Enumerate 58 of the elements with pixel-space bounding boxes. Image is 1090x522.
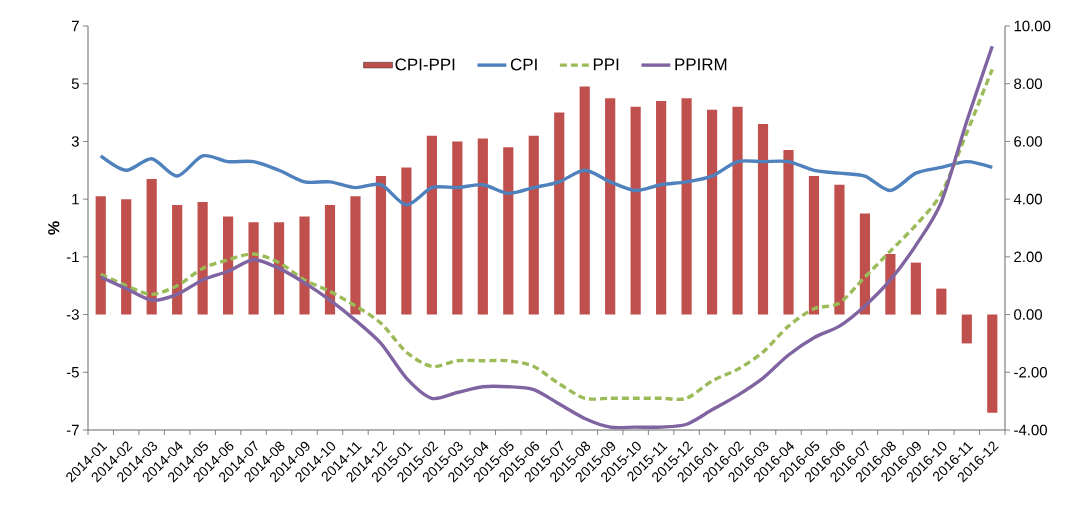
bar bbox=[477, 138, 488, 315]
bar bbox=[121, 199, 132, 315]
bar bbox=[987, 314, 998, 413]
y-tick-label: -7 bbox=[66, 424, 79, 436]
bar bbox=[197, 202, 208, 315]
bar bbox=[783, 150, 794, 315]
y-tick-label: -3 bbox=[66, 309, 79, 320]
y2-tick-label: 0.00 bbox=[1014, 309, 1042, 320]
bar bbox=[910, 262, 921, 315]
bar bbox=[273, 222, 285, 315]
bar bbox=[885, 253, 896, 315]
bar bbox=[706, 109, 718, 315]
bar bbox=[452, 141, 463, 315]
y2-tick-label: 2.00 bbox=[1014, 251, 1042, 263]
y2-tick-label: 10.00 bbox=[1014, 20, 1051, 32]
y-tick-label: 3 bbox=[71, 136, 79, 147]
bar bbox=[936, 288, 947, 315]
bar bbox=[681, 98, 692, 315]
line-series bbox=[99, 154, 994, 207]
y-tick-label: 5 bbox=[71, 78, 79, 89]
y2-tick-label: -2.00 bbox=[1014, 366, 1047, 378]
bar bbox=[248, 222, 259, 315]
y-axis-title: % bbox=[48, 221, 60, 235]
bar bbox=[503, 147, 514, 315]
bar bbox=[375, 176, 387, 315]
bar bbox=[528, 135, 539, 315]
bar bbox=[656, 101, 667, 315]
y-tick-label: 7 bbox=[71, 20, 79, 32]
bar bbox=[961, 314, 972, 344]
bar bbox=[324, 204, 336, 315]
legend-label: PPI bbox=[593, 58, 619, 71]
y2-tick-label: 8.00 bbox=[1014, 78, 1042, 89]
legend-label: CPI-PPI bbox=[395, 58, 455, 71]
bar bbox=[401, 167, 412, 315]
bar bbox=[172, 204, 183, 315]
bar bbox=[223, 216, 234, 315]
bar bbox=[350, 196, 361, 315]
y-tick-label: -1 bbox=[66, 251, 79, 262]
legend-label: PPIRM bbox=[675, 58, 727, 71]
bar bbox=[426, 135, 437, 315]
bar bbox=[579, 86, 590, 315]
bar bbox=[299, 216, 310, 315]
y2-tick-label: 6.00 bbox=[1014, 136, 1042, 147]
bar bbox=[146, 178, 157, 315]
bar bbox=[630, 106, 641, 315]
bar bbox=[732, 106, 743, 315]
bar bbox=[808, 176, 820, 315]
y2-tick-label: 4.00 bbox=[1013, 193, 1042, 205]
bar bbox=[834, 184, 845, 315]
bar bbox=[757, 124, 769, 315]
y-tick-label: 1 bbox=[72, 194, 79, 205]
bar bbox=[95, 196, 106, 315]
y2-tick-label: -4.00 bbox=[1014, 424, 1047, 436]
bar bbox=[605, 98, 616, 315]
bar bbox=[859, 213, 870, 315]
bar bbox=[554, 112, 565, 315]
legend-label: CPI bbox=[510, 58, 537, 71]
y-tick-label: -5 bbox=[66, 367, 79, 378]
